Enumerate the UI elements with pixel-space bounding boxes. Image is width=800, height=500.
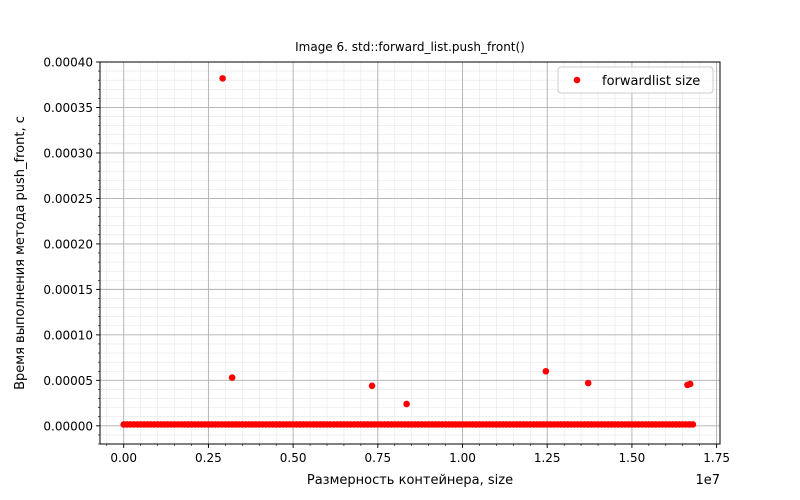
legend-box (557, 66, 714, 94)
x-tick-label: 0.75 (364, 451, 391, 465)
chart-title: Image 6. std::forward_list.push_front() (295, 40, 525, 54)
plot-frame (99, 61, 721, 445)
data-point-outlier (542, 367, 550, 375)
legend-label: forwardlist size (602, 74, 700, 89)
y-tick-label: 0.00005 (43, 374, 93, 388)
y-tick-label: 0.00000 (43, 419, 93, 433)
x-tick-label: 1.75 (703, 451, 730, 465)
data-point-outlier (403, 400, 410, 408)
y-tick-label: 0.00020 (43, 237, 93, 251)
y-tick-label: 0.00025 (43, 192, 93, 206)
data-point-outlier (219, 75, 226, 82)
data-points (120, 75, 697, 428)
x-tick-label: 1.50 (619, 451, 646, 465)
x-tick-label: 0.50 (280, 451, 307, 465)
y-tick-label: 0.00030 (43, 146, 93, 160)
data-point-outlier (686, 380, 694, 388)
x-tick-label: 1.25 (534, 451, 561, 465)
data-point-outlier (228, 374, 236, 381)
y-tick-label: 0.00015 (43, 283, 93, 297)
data-point-outlier (584, 379, 592, 387)
x-tick-label: 0.25 (195, 451, 222, 465)
y-axis-ticks: 0.00000 0.00005 0.00010 0.00015 0.00020 0.000… (43, 56, 100, 445)
data-point (689, 421, 697, 428)
x-tick-label: 0.00 (110, 451, 137, 465)
y-tick-label: 0.00010 (43, 328, 93, 342)
data-point-outlier (368, 382, 376, 390)
x-axis-ticks: 0.00 0.25 0.50 0.75 1.00 1.25 1.50 1.75 (106, 444, 730, 465)
legend-marker (573, 76, 581, 84)
y-tick-label: 0.00040 (43, 56, 93, 70)
y-tick-label: 0.00035 (43, 101, 93, 115)
x-axis-offset-label: 1e7 (695, 473, 720, 488)
x-tick-label: 1.00 (449, 451, 476, 465)
y-axis-label: Время выполнения метода push_front, с (13, 116, 28, 390)
x-axis-label: Размерность контейнера, size (307, 473, 513, 488)
legend: forwardlist size (557, 66, 714, 94)
